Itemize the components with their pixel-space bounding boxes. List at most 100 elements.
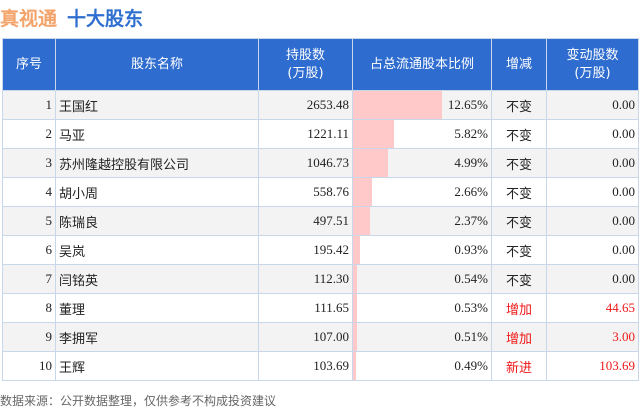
shares-cell: 2653.48	[258, 90, 353, 120]
shareholder-name: 李拥军	[55, 322, 259, 352]
rank-cell: 6	[2, 235, 56, 265]
change-status: 不变	[491, 119, 547, 149]
ratio-bar	[353, 236, 360, 264]
ratio-bar	[353, 91, 442, 119]
rank-cell: 4	[2, 177, 56, 207]
change-shares-cell: 0.00	[546, 119, 639, 149]
change-shares-cell: 0.00	[546, 90, 639, 120]
ratio-value: 0.93%	[454, 242, 488, 257]
ratio-value: 4.99%	[454, 155, 488, 170]
shareholder-name: 胡小周	[55, 177, 259, 207]
table-row: 1 王国红 2653.48 12.65% 不变 0.00	[2, 90, 639, 120]
shares-cell: 112.30	[258, 264, 353, 294]
shares-cell: 111.65	[258, 293, 353, 323]
ratio-cell: 0.53%	[352, 293, 492, 323]
shares-cell: 195.42	[258, 235, 353, 265]
table-header: 序号 股东名称 持股数 (万股) 占总流通股本比例 增减 变动股数 (万股)	[2, 38, 639, 91]
change-status: 不变	[491, 235, 547, 265]
change-shares-cell: 0.00	[546, 206, 639, 236]
ratio-cell: 0.49%	[352, 351, 492, 381]
header-change: 增减	[491, 38, 547, 91]
shares-cell: 107.00	[258, 322, 353, 352]
ratio-cell: 0.54%	[352, 264, 492, 294]
ratio-bar	[353, 120, 394, 148]
rank-cell: 1	[2, 90, 56, 120]
header-shares: 持股数 (万股)	[258, 38, 353, 91]
ratio-value: 0.53%	[454, 300, 488, 315]
data-source-note: 数据来源：公开数据整理，仅供参考不构成投资建议	[0, 394, 277, 408]
change-shares-cell: 0.00	[546, 235, 639, 265]
table-row: 2 马亚 1221.11 5.82% 不变 0.00	[2, 119, 639, 149]
ratio-cell: 0.93%	[352, 235, 492, 265]
change-status: 新进	[491, 351, 547, 381]
shares-cell: 1221.11	[258, 119, 353, 149]
shareholder-name: 陈瑞良	[55, 206, 259, 236]
rank-cell: 7	[2, 264, 56, 294]
table-row: 9 李拥军 107.00 0.51% 增加 3.00	[2, 322, 639, 352]
ratio-value: 0.51%	[454, 329, 488, 344]
ratio-value: 2.37%	[454, 213, 488, 228]
shareholder-name: 王辉	[55, 351, 259, 381]
header-rank: 序号	[2, 38, 56, 91]
ratio-bar	[353, 207, 370, 235]
ratio-cell: 0.51%	[352, 322, 492, 352]
shareholder-name: 闫铭英	[55, 264, 259, 294]
table-row: 6 吴岚 195.42 0.93% 不变 0.00	[2, 235, 639, 265]
ratio-bar	[353, 149, 388, 177]
shareholder-name: 马亚	[55, 119, 259, 149]
shareholders-table: 序号 股东名称 持股数 (万股) 占总流通股本比例 增减 变动股数 (万股) 1…	[2, 38, 639, 381]
change-status: 不变	[491, 264, 547, 294]
table-row: 10 王辉 103.69 0.49% 新进 103.69	[2, 351, 639, 381]
ratio-value: 5.82%	[454, 126, 488, 141]
rank-cell: 8	[2, 293, 56, 323]
ratio-cell: 5.82%	[352, 119, 492, 149]
ratio-value: 12.65%	[447, 97, 488, 112]
change-status: 增加	[491, 322, 547, 352]
shareholder-name: 苏州隆越控股有限公司	[55, 148, 259, 178]
rank-cell: 10	[2, 351, 56, 381]
page-title: 真视通 十大股东	[0, 4, 143, 31]
shares-cell: 497.51	[258, 206, 353, 236]
rank-cell: 9	[2, 322, 56, 352]
change-shares-cell: 3.00	[546, 322, 639, 352]
change-shares-cell: 0.00	[546, 264, 639, 294]
rank-cell: 3	[2, 148, 56, 178]
shareholder-name: 王国红	[55, 90, 259, 120]
change-shares-cell: 44.65	[546, 293, 639, 323]
header-change-shares: 变动股数 (万股)	[546, 38, 639, 91]
change-status: 不变	[491, 148, 547, 178]
ratio-cell: 12.65%	[352, 90, 492, 120]
ratio-bar	[353, 294, 357, 322]
rank-cell: 2	[2, 119, 56, 149]
section-title: 十大股东	[67, 8, 144, 30]
ratio-value: 0.54%	[454, 271, 488, 286]
ratio-value: 2.66%	[454, 184, 488, 199]
ratio-bar	[353, 265, 357, 293]
header-name: 股东名称	[55, 38, 259, 91]
table-row: 7 闫铭英 112.30 0.54% 不变 0.00	[2, 264, 639, 294]
shareholder-name: 董理	[55, 293, 259, 323]
ratio-bar	[353, 178, 372, 206]
shares-cell: 558.76	[258, 177, 353, 207]
change-shares-cell: 103.69	[546, 351, 639, 381]
ratio-value: 0.49%	[454, 358, 488, 373]
ratio-cell: 2.66%	[352, 177, 492, 207]
table-row: 4 胡小周 558.76 2.66% 不变 0.00	[2, 177, 639, 207]
change-status: 不变	[491, 177, 547, 207]
ratio-cell: 4.99%	[352, 148, 492, 178]
ratio-bar	[353, 352, 357, 380]
change-status: 增加	[491, 293, 547, 323]
ratio-cell: 2.37%	[352, 206, 492, 236]
shares-cell: 103.69	[258, 351, 353, 381]
shares-cell: 1046.73	[258, 148, 353, 178]
company-name: 真视通	[0, 8, 58, 30]
table-row: 5 陈瑞良 497.51 2.37% 不变 0.00	[2, 206, 639, 236]
change-shares-cell: 0.00	[546, 148, 639, 178]
table-row: 8 董理 111.65 0.53% 增加 44.65	[2, 293, 639, 323]
rank-cell: 5	[2, 206, 56, 236]
change-shares-cell: 0.00	[546, 177, 639, 207]
shareholder-name: 吴岚	[55, 235, 259, 265]
table-row: 3 苏州隆越控股有限公司 1046.73 4.99% 不变 0.00	[2, 148, 639, 178]
ratio-bar	[353, 323, 357, 351]
change-status: 不变	[491, 90, 547, 120]
